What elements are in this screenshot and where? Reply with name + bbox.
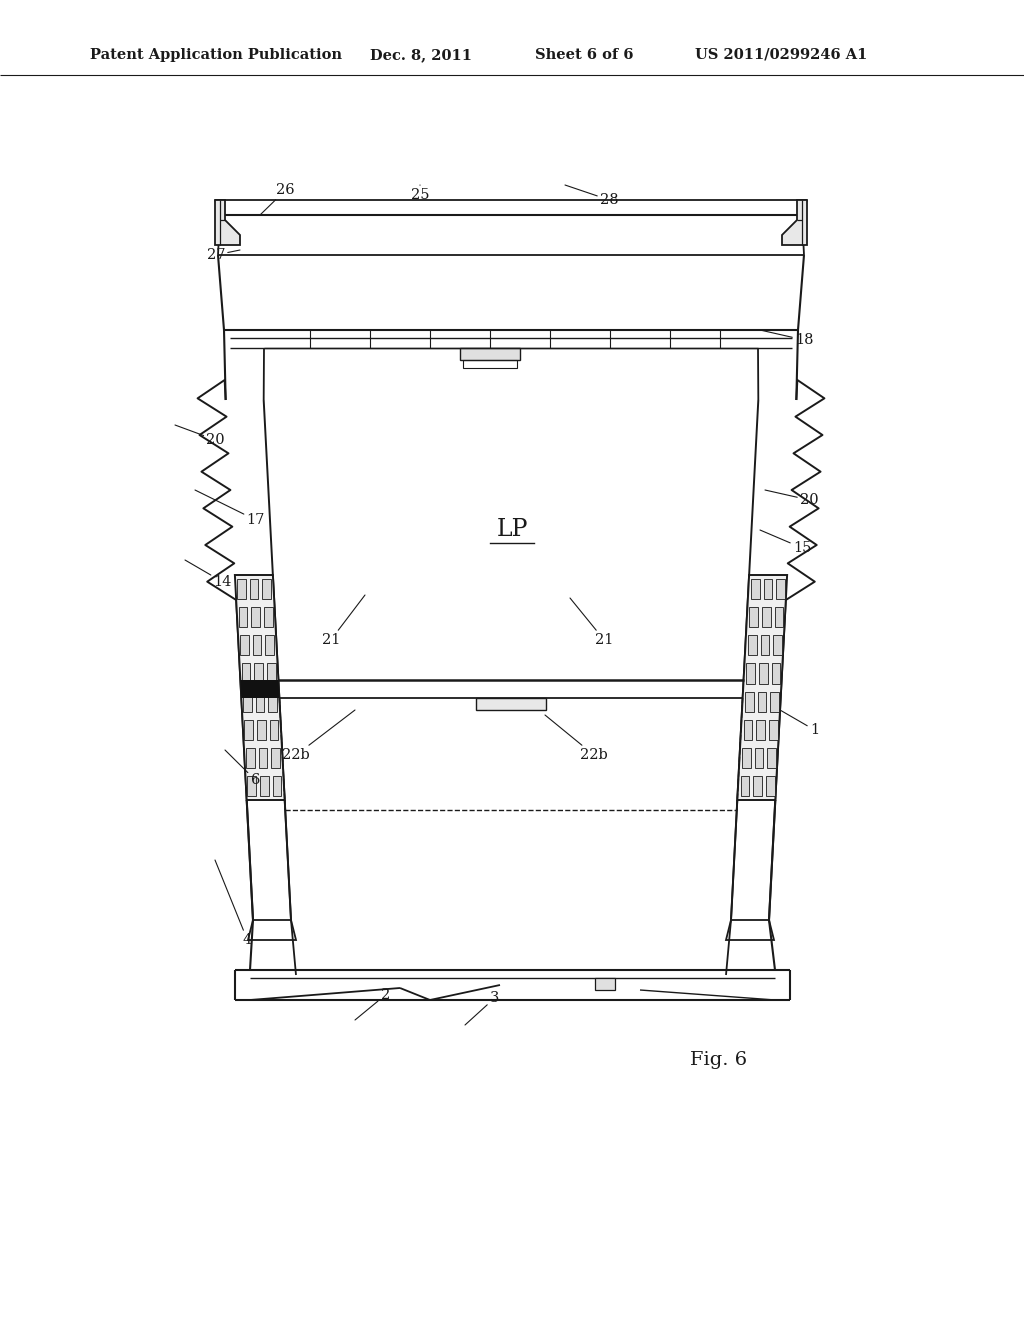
Polygon shape <box>761 635 769 655</box>
Polygon shape <box>238 579 246 599</box>
Polygon shape <box>241 680 280 698</box>
Polygon shape <box>769 719 777 739</box>
Text: Fig. 6: Fig. 6 <box>690 1051 748 1069</box>
Polygon shape <box>766 776 774 796</box>
Polygon shape <box>245 719 253 739</box>
Polygon shape <box>250 579 258 599</box>
Polygon shape <box>746 664 755 684</box>
Text: 28: 28 <box>565 185 618 207</box>
Polygon shape <box>745 692 754 711</box>
Polygon shape <box>773 635 782 655</box>
Polygon shape <box>775 607 783 627</box>
Polygon shape <box>762 607 771 627</box>
Text: 26: 26 <box>260 183 295 215</box>
Polygon shape <box>754 776 762 796</box>
Polygon shape <box>215 201 240 246</box>
Text: Patent Application Publication: Patent Application Publication <box>90 48 342 62</box>
Bar <box>476 698 546 710</box>
Polygon shape <box>758 692 766 711</box>
Polygon shape <box>234 576 285 800</box>
Text: 22b: 22b <box>545 715 608 762</box>
Polygon shape <box>251 607 260 627</box>
Polygon shape <box>257 719 266 739</box>
Polygon shape <box>239 607 247 627</box>
Polygon shape <box>742 747 751 768</box>
Polygon shape <box>748 635 757 655</box>
Polygon shape <box>772 664 780 684</box>
Polygon shape <box>265 635 274 655</box>
Text: Dec. 8, 2011: Dec. 8, 2011 <box>370 48 472 62</box>
Polygon shape <box>240 635 249 655</box>
Text: 27: 27 <box>207 248 240 261</box>
Polygon shape <box>751 579 760 599</box>
Text: 4: 4 <box>215 861 252 946</box>
Polygon shape <box>262 579 271 599</box>
Polygon shape <box>767 747 776 768</box>
Polygon shape <box>271 747 280 768</box>
Text: 20: 20 <box>765 490 818 507</box>
Text: 25: 25 <box>412 185 430 202</box>
Text: Sheet 6 of 6: Sheet 6 of 6 <box>535 48 634 62</box>
Polygon shape <box>267 664 275 684</box>
Bar <box>595 978 615 990</box>
Bar <box>460 348 520 360</box>
Polygon shape <box>737 576 787 800</box>
Polygon shape <box>782 201 807 246</box>
Polygon shape <box>253 635 261 655</box>
Text: 3: 3 <box>465 991 500 1026</box>
Polygon shape <box>750 607 758 627</box>
Text: 21: 21 <box>322 595 365 647</box>
Polygon shape <box>776 579 785 599</box>
Text: 2: 2 <box>355 987 390 1020</box>
Text: 18: 18 <box>760 330 813 347</box>
Text: 20: 20 <box>175 425 225 447</box>
Text: 17: 17 <box>195 490 265 527</box>
Polygon shape <box>740 776 750 796</box>
Polygon shape <box>268 692 278 711</box>
Polygon shape <box>764 579 772 599</box>
Polygon shape <box>756 719 765 739</box>
Text: LP: LP <box>497 519 527 541</box>
Text: 15: 15 <box>760 531 811 554</box>
Polygon shape <box>246 747 255 768</box>
Polygon shape <box>759 664 768 684</box>
Polygon shape <box>243 692 252 711</box>
Bar <box>463 360 517 368</box>
Polygon shape <box>755 747 763 768</box>
Text: 6: 6 <box>225 750 260 787</box>
Text: US 2011/0299246 A1: US 2011/0299246 A1 <box>695 48 867 62</box>
Polygon shape <box>259 747 267 768</box>
Polygon shape <box>272 776 282 796</box>
Polygon shape <box>260 776 268 796</box>
Text: 14: 14 <box>185 560 232 589</box>
Polygon shape <box>269 719 279 739</box>
Text: 22b: 22b <box>283 710 355 762</box>
Text: 21: 21 <box>570 598 613 647</box>
Polygon shape <box>770 692 779 711</box>
Polygon shape <box>242 664 250 684</box>
Polygon shape <box>256 692 264 711</box>
Polygon shape <box>264 607 272 627</box>
Polygon shape <box>248 776 256 796</box>
Polygon shape <box>254 664 263 684</box>
Polygon shape <box>743 719 753 739</box>
Text: 1: 1 <box>780 710 819 737</box>
